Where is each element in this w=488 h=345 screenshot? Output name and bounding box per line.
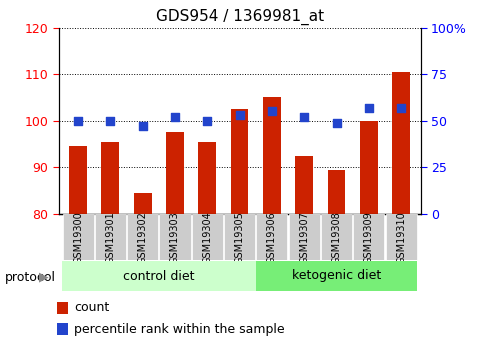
Bar: [127, 214, 158, 260]
Bar: [62, 214, 93, 260]
Bar: [191, 214, 223, 260]
Text: GSM19303: GSM19303: [170, 211, 180, 264]
Bar: [62, 261, 255, 291]
Text: GSM19300: GSM19300: [73, 211, 83, 264]
Point: [203, 118, 211, 124]
Text: GSM19301: GSM19301: [105, 211, 115, 264]
Point: [300, 114, 307, 120]
Text: ▶: ▶: [39, 270, 49, 284]
Bar: [57, 302, 67, 314]
Bar: [95, 214, 125, 260]
Bar: [359, 121, 377, 214]
Text: percentile rank within the sample: percentile rank within the sample: [74, 323, 284, 336]
Text: protocol: protocol: [5, 270, 56, 284]
Bar: [263, 97, 280, 214]
Bar: [353, 214, 384, 260]
Bar: [57, 323, 67, 335]
Bar: [327, 170, 345, 214]
Bar: [159, 214, 190, 260]
Bar: [198, 142, 216, 214]
Bar: [320, 214, 351, 260]
Bar: [385, 214, 416, 260]
Bar: [166, 132, 183, 214]
Point: [332, 120, 340, 125]
Point: [106, 118, 114, 124]
Point: [364, 105, 372, 110]
Text: GSM19304: GSM19304: [202, 211, 212, 264]
Point: [396, 105, 404, 110]
Bar: [295, 156, 312, 214]
Text: count: count: [74, 301, 109, 314]
Text: ketogenic diet: ketogenic diet: [291, 269, 380, 283]
Point: [74, 118, 82, 124]
Bar: [255, 261, 416, 291]
Bar: [102, 142, 119, 214]
Bar: [224, 214, 255, 260]
Point: [235, 112, 243, 118]
Bar: [288, 214, 319, 260]
Bar: [69, 146, 87, 214]
Text: control diet: control diet: [123, 269, 194, 283]
Text: GSM19309: GSM19309: [363, 211, 373, 264]
Text: GSM19310: GSM19310: [395, 211, 406, 264]
Bar: [391, 72, 409, 214]
Bar: [256, 214, 287, 260]
Text: GSM19306: GSM19306: [266, 211, 276, 264]
Bar: [134, 193, 151, 214]
Text: GSM19307: GSM19307: [299, 211, 308, 264]
Text: GSM19302: GSM19302: [138, 211, 147, 264]
Text: GSM19308: GSM19308: [331, 211, 341, 264]
Bar: [230, 109, 248, 214]
Title: GDS954 / 1369981_at: GDS954 / 1369981_at: [155, 9, 323, 25]
Point: [139, 124, 146, 129]
Point: [171, 114, 179, 120]
Point: [267, 109, 275, 114]
Text: GSM19305: GSM19305: [234, 211, 244, 264]
